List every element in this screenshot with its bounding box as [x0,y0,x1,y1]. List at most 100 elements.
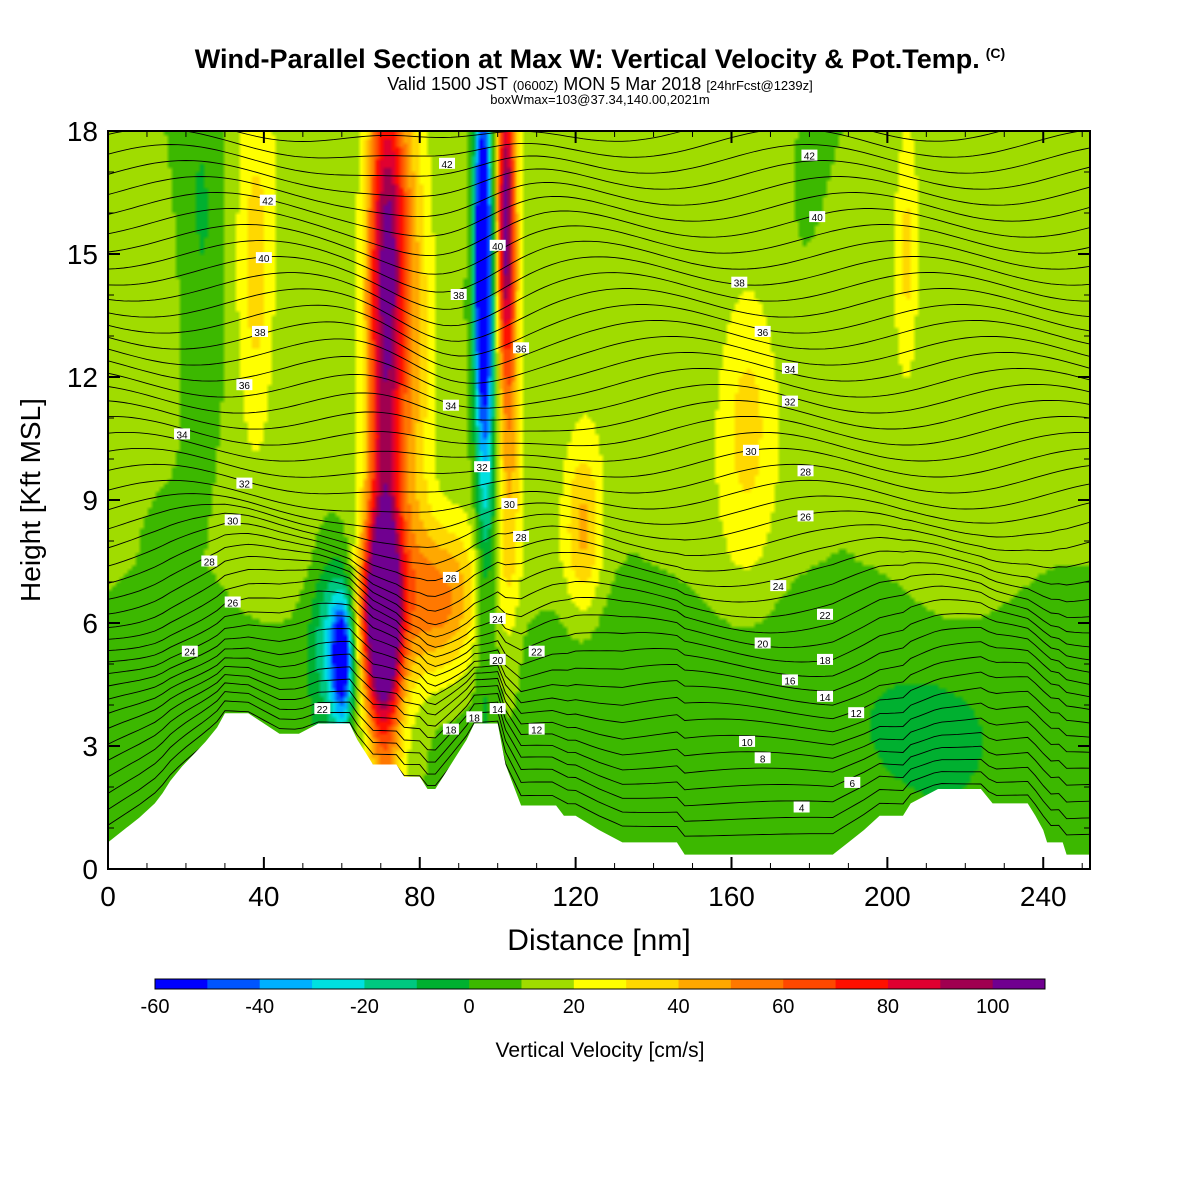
contour-label: 18 [442,723,459,737]
contour-label: 8 [754,752,771,765]
contour-label: 28 [201,555,218,569]
contour-label-text: 28 [800,467,812,478]
colorbar-swatch [573,979,627,989]
colorbar-swatch [312,979,365,989]
colorbar-tick-label: 100 [976,996,1009,1018]
colorbar-swatch [259,979,313,989]
colorbar-swatch [626,979,680,989]
contour-label-text: 26 [445,574,457,585]
contour-label: 10 [739,735,756,749]
theta-contour [108,710,1090,822]
colorbar-swatch [207,979,261,989]
y-axis-label: Height [Kft MSL] [15,398,46,602]
theta-contour [108,674,1090,759]
colorbar-label: Vertical Velocity [cm/s] [496,1039,705,1062]
theta-contour [108,602,1090,677]
colorbar-swatch [416,979,470,989]
contour-label-text: 40 [258,254,270,265]
contour-label-text: 32 [477,463,489,474]
contour-label-text: 6 [850,779,856,790]
colorbar-swatch [783,979,837,989]
theta-contour [108,176,1090,218]
colorbar-swatch [730,979,784,989]
colorbar-swatch [835,979,889,989]
contour-label-text: 8 [760,754,766,765]
theta-contour [108,447,1090,478]
y-tick-label: 6 [82,608,98,639]
contour-label: 16 [781,674,798,687]
theta-contour [108,522,1090,582]
contour-label-text: 22 [531,648,543,659]
theta-contour [108,691,1090,791]
y-tick-label: 12 [67,362,98,393]
contour-label: 22 [817,608,834,622]
colorbar-swatch [469,979,522,989]
contour-label: 12 [528,723,545,737]
contour-label: 26 [442,571,459,585]
colorbar-swatch [155,979,208,989]
box-info-line: boxWmax=103@37.34,140.00,2021m [490,92,710,107]
contour-label: 38 [251,325,268,339]
contour-label: 30 [224,514,241,528]
contour-label-text: 20 [492,656,504,667]
contour-label: 28 [513,530,530,544]
theta-contour [108,224,1090,275]
contour-label: 24 [181,645,198,659]
theta-contour [108,628,1090,706]
colorbar-tick-label: 60 [772,996,794,1018]
contour-label: 6 [844,776,861,790]
contour-label: 38 [731,276,748,290]
x-axis-label: Distance [nm] [507,924,690,957]
theta-contour [108,479,1090,513]
contour-label-text: 14 [492,705,504,716]
copyright-mark: (C) [985,45,1006,61]
theta-contour [108,335,1090,384]
colorbar-swatch [678,979,732,989]
contour-label: 34 [442,399,459,413]
colorbar-tick-label: -60 [141,996,170,1018]
theta-contour [232,131,1003,142]
x-tick-label: 200 [864,881,911,912]
contour-label-text: 24 [184,648,196,659]
colorbar-swatch [940,979,994,989]
contour-label-text: 14 [819,693,831,704]
contour-label-text: 28 [516,533,528,544]
contour-label: 32 [236,477,253,491]
contour-label: 18 [466,711,483,724]
contour-label: 14 [489,703,506,716]
y-tick-label: 9 [82,485,98,516]
theta-contour [108,383,1090,421]
contour-label: 22 [528,645,545,659]
chart-title: Wind-Parallel Section at Max W: Vertical… [194,44,1006,74]
contour-label: 30 [742,444,759,458]
contour-label-text: 38 [254,328,266,339]
y-tick-label: 3 [82,731,98,762]
theta-contour [108,653,1090,733]
contour-label-text: 42 [262,197,274,208]
contour-label-text: 38 [734,279,746,290]
contour-label-text: 36 [516,344,528,355]
contour-label: 22 [314,703,331,716]
contour-label: 42 [801,149,818,163]
contour-label-text: 40 [812,213,824,224]
contour-label-text: 30 [504,500,516,511]
contour-label-text: 36 [757,328,769,339]
contour-label: 40 [489,239,506,253]
theta-contour [108,579,1090,648]
contour-label: 26 [797,510,814,523]
contour-label: 14 [817,690,834,704]
contour-label-text: 40 [492,242,504,253]
contour-label: 18 [817,653,834,667]
contour-label: 42 [259,194,276,208]
contour-label: 34 [174,428,191,441]
theta-contour [108,367,1090,409]
x-tick-label: 80 [404,881,435,912]
contour-label: 38 [450,289,467,302]
colorbar: -60 -40 -20 0 20 40 60 80 100 [141,978,1046,1018]
theta-contour [108,463,1090,495]
theta-contour [108,512,1090,565]
contour-label-text: 32 [784,398,796,409]
theta-contour [108,351,1090,397]
theta-contour [108,415,1090,447]
